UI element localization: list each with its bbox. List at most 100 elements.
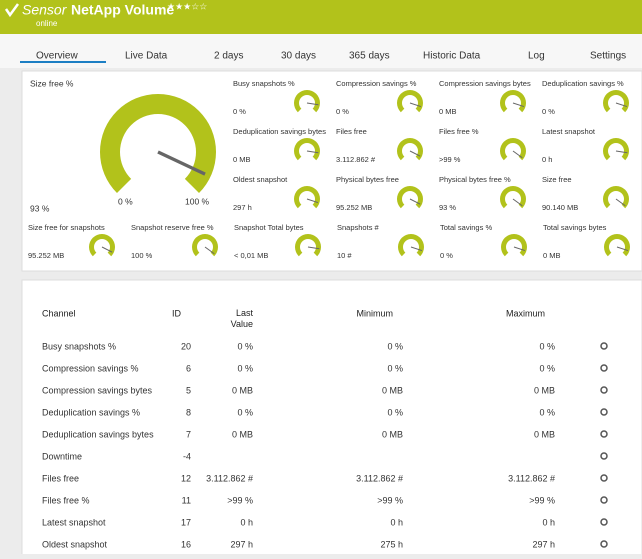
channel-settings-icon[interactable] — [600, 452, 608, 460]
small-gauge-arc — [294, 90, 321, 113]
small-gauge-value: 0 h — [542, 155, 552, 164]
small-gauge-needle — [204, 246, 215, 255]
title: NetApp Volume — [71, 2, 174, 18]
tab[interactable]: 30 days — [281, 51, 316, 62]
cell: 297 h — [230, 539, 253, 549]
small-gauge-label: Physical bytes free — [336, 175, 399, 184]
small-gauge-label: Size free for snapshots — [28, 223, 105, 232]
channel-settings-icon[interactable] — [600, 408, 608, 416]
channel-name[interactable]: Files free — [42, 473, 79, 483]
small-gauge-arc — [294, 137, 320, 161]
cell: 16 — [181, 539, 191, 549]
tab[interactable]: Live Data — [125, 51, 168, 62]
small-gauge-needle — [307, 246, 320, 250]
small-gauge-label: Deduplication savings bytes — [233, 127, 326, 136]
small-gauge-value: 0 MB — [439, 107, 457, 116]
tab[interactable]: 2 days — [214, 51, 243, 62]
tab-bar — [0, 34, 642, 68]
cell: 0 MB — [534, 429, 555, 439]
tab[interactable]: Settings — [590, 51, 626, 62]
small-gauge-label: Snapshot reserve free % — [131, 223, 214, 232]
header-bar — [0, 0, 642, 34]
cell: 0 h — [542, 517, 555, 527]
small-gauge-needle — [512, 198, 523, 207]
small-gauge-arc — [398, 234, 424, 257]
stars[interactable]: ★★★☆☆ — [167, 1, 207, 11]
cell: 0 MB — [382, 385, 403, 395]
cell: 8 — [186, 407, 191, 417]
cell: 0 h — [240, 517, 253, 527]
channel-name[interactable]: Files free % — [42, 495, 90, 505]
channel-settings-icon[interactable] — [600, 474, 608, 482]
channel-name[interactable]: Latest snapshot — [42, 517, 106, 527]
small-gauge-value: 100 % — [131, 251, 153, 260]
small-gauge-value: 0 % — [336, 107, 349, 116]
channel-name[interactable]: Compression savings bytes — [42, 385, 153, 395]
cell: 297 h — [532, 539, 555, 549]
tab[interactable]: Historic Data — [423, 51, 481, 62]
tab[interactable]: Log — [528, 51, 545, 62]
tab[interactable]: 365 days — [349, 51, 390, 62]
channel-name[interactable]: Downtime — [42, 451, 82, 461]
cell: 0 % — [539, 341, 555, 351]
tab[interactable]: Overview — [36, 51, 78, 62]
overview-panel — [21, 70, 642, 272]
cell: 0 % — [539, 407, 555, 417]
small-gauge-value: 0 % — [542, 107, 555, 116]
column-header[interactable]: Minimum — [356, 308, 393, 318]
cell: 0 % — [237, 407, 253, 417]
small-gauge-arc — [602, 90, 629, 113]
small-gauge-label: Busy snapshots % — [233, 79, 295, 88]
column-header[interactable]: Channel — [42, 308, 76, 318]
channel-settings-icon[interactable] — [600, 386, 608, 394]
small-gauge-value: 93 % — [439, 203, 456, 212]
column-header[interactable]: ID — [172, 308, 182, 318]
channel-name[interactable]: Oldest snapshot — [42, 539, 108, 549]
channel-settings-icon[interactable] — [600, 496, 608, 504]
small-gauge-label: Oldest snapshot — [233, 175, 288, 184]
cell: 12 — [181, 473, 191, 483]
small-gauge-arc — [501, 234, 528, 257]
small-gauge-arc — [500, 138, 526, 161]
main-gauge-needle — [157, 150, 206, 176]
small-gauge-needle — [306, 198, 319, 204]
cell: 0 % — [387, 363, 403, 373]
channel-settings-icon[interactable] — [600, 342, 608, 350]
channel-name[interactable]: Deduplication savings % — [42, 407, 140, 417]
small-gauge-value: 90.140 MB — [542, 203, 578, 212]
small-gauge-arc — [604, 234, 631, 257]
small-gauge-needle — [512, 150, 523, 159]
small-gauge-needle — [615, 198, 626, 207]
small-gauge-needle — [513, 246, 526, 252]
small-gauge-value: 0 MB — [233, 155, 251, 164]
small-gauge-label: Files free % — [439, 127, 479, 136]
small-gauge-needle — [101, 246, 113, 253]
gauge-label: Size free % — [30, 78, 74, 88]
small-gauge-label: Size free — [542, 175, 572, 184]
cell: 3.112.862 # — [206, 473, 253, 483]
small-gauge-needle — [409, 198, 421, 205]
cell: 5 — [186, 385, 191, 395]
channel-name[interactable]: Compression savings % — [42, 363, 139, 373]
small-gauge-needle — [615, 102, 628, 108]
channel-settings-icon[interactable] — [600, 430, 608, 438]
cell: 20 — [181, 341, 191, 351]
channel-settings-icon[interactable] — [600, 518, 608, 526]
column-header[interactable]: Maximum — [506, 308, 545, 318]
channel-name[interactable]: Busy snapshots % — [42, 341, 116, 351]
channel-settings-icon[interactable] — [600, 364, 608, 372]
small-gauge-value: 0 % — [233, 107, 246, 116]
cell: 0 MB — [232, 385, 253, 395]
small-gauge-label: Snapshot Total bytes — [234, 223, 304, 232]
small-gauge-label: Snapshots # — [337, 223, 380, 232]
channel-settings-icon[interactable] — [600, 540, 608, 548]
cell: 3.112.862 # — [508, 473, 555, 483]
column-header[interactable]: Last Value — [231, 308, 254, 329]
small-gauge-arc — [295, 234, 322, 257]
channel-name[interactable]: Deduplication savings bytes — [42, 429, 154, 439]
small-gauge-label: Latest snapshot — [542, 127, 596, 136]
small-gauge-value: 95.252 MB — [336, 203, 372, 212]
cell: 3.112.862 # — [356, 473, 403, 483]
small-gauge-label: Compression savings % — [336, 79, 417, 88]
gauge-min: 0 % — [118, 196, 133, 206]
